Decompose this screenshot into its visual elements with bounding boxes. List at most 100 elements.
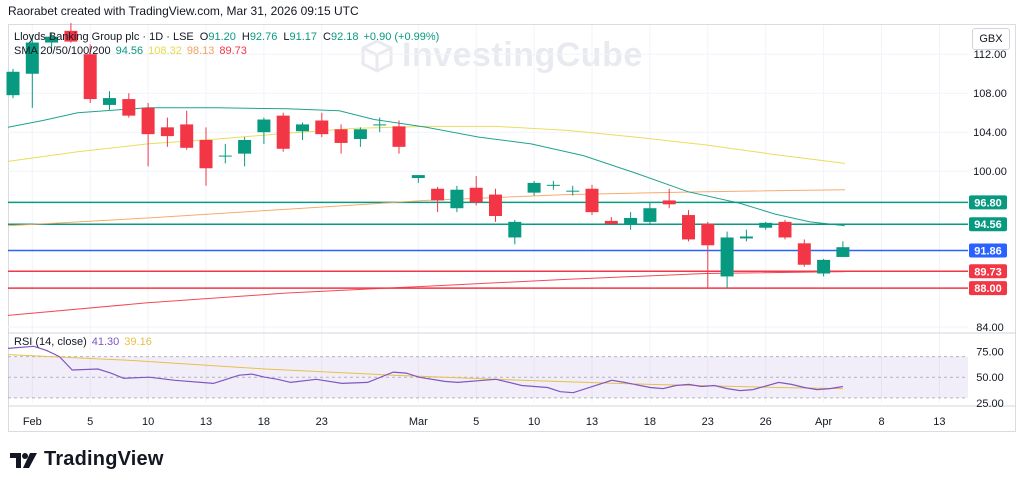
candle[interactable] <box>25 34 39 108</box>
candle-body <box>817 259 831 274</box>
candle[interactable] <box>276 112 290 152</box>
candle-body <box>624 217 638 225</box>
candle[interactable] <box>238 137 252 167</box>
candle[interactable] <box>373 117 387 133</box>
candle[interactable] <box>469 176 483 206</box>
candle[interactable] <box>662 188 676 209</box>
tradingview-logo[interactable]: TradingView <box>10 448 164 471</box>
candle[interactable] <box>45 32 59 53</box>
candle[interactable] <box>199 127 213 186</box>
ohlc-value: 91.17 <box>289 31 317 43</box>
candle-body <box>25 42 39 74</box>
candle-body <box>180 124 194 148</box>
candle[interactable] <box>624 212 638 230</box>
candle[interactable] <box>180 110 194 150</box>
candle[interactable] <box>546 180 560 190</box>
ohlc-key: C <box>323 31 331 43</box>
rsi-ma-line <box>7 354 843 390</box>
candle[interactable] <box>103 91 116 110</box>
candle[interactable] <box>392 120 406 154</box>
symbol-name: Lloyds Banking Group plc · 1D · LSE <box>14 31 194 43</box>
candle[interactable] <box>720 231 734 289</box>
rsi-value: 41.30 <box>92 336 120 348</box>
ohlc-value: 91.20 <box>208 31 236 43</box>
ohlc-value: 92.76 <box>250 31 278 43</box>
sma-value: 89.73 <box>219 45 247 57</box>
candle-body <box>392 126 406 147</box>
candle-body <box>489 194 502 217</box>
level-label-text: 89.73 <box>974 266 1002 278</box>
candle-body <box>720 237 734 277</box>
candle-body <box>199 140 213 169</box>
candle-body <box>450 189 464 209</box>
candle[interactable] <box>315 112 329 138</box>
candle[interactable] <box>643 202 657 224</box>
candle[interactable] <box>817 258 831 277</box>
level-label-text: 88.00 <box>974 283 1002 295</box>
candle[interactable] <box>64 23 78 43</box>
candle[interactable] <box>489 188 502 222</box>
candle[interactable] <box>566 185 580 196</box>
candle[interactable] <box>778 219 792 240</box>
rsi-label: RSI (14, close) <box>14 336 87 348</box>
level-label-text: 91.86 <box>974 246 1002 258</box>
candle[interactable] <box>527 180 541 196</box>
candle[interactable] <box>797 239 811 267</box>
sma20-line <box>7 107 845 227</box>
candle[interactable] <box>759 221 773 230</box>
candle[interactable] <box>122 93 136 118</box>
time-axis-label: 10 <box>142 416 154 428</box>
candle-body <box>836 247 850 257</box>
watermark-text: InvestingCube <box>402 36 643 74</box>
level-label-text: 94.56 <box>974 219 1002 231</box>
candle[interactable] <box>739 229 753 242</box>
level-label-bg <box>969 243 1007 258</box>
candle[interactable] <box>431 186 445 213</box>
candle[interactable] <box>257 117 271 144</box>
time-axis-label: 10 <box>528 416 540 428</box>
candle[interactable] <box>160 117 174 147</box>
candle[interactable] <box>508 219 522 245</box>
time-axis-label: 26 <box>760 416 772 428</box>
candle-body <box>296 124 309 132</box>
tradingview-logo-icon <box>10 452 37 468</box>
candle[interactable] <box>83 44 97 103</box>
candle-body <box>411 175 425 179</box>
candle[interactable] <box>6 68 20 99</box>
chart-caption: Raorabet created with TradingView.com, M… <box>8 4 359 18</box>
rsi-line <box>7 345 843 394</box>
candle[interactable] <box>353 127 367 147</box>
candle[interactable] <box>218 143 232 164</box>
time-axis-label: 13 <box>200 416 212 428</box>
candle[interactable] <box>296 122 309 141</box>
candle-body <box>276 115 290 149</box>
price-axis-label: 100.00 <box>973 166 1007 178</box>
candle-body <box>353 129 367 140</box>
price-chart[interactable]: 112.00 108.00 104.00 100.00 84.00 96.80 94.56… <box>0 0 1024 432</box>
sma-value: 94.56 <box>116 45 144 57</box>
candle-body <box>701 223 715 246</box>
candle[interactable] <box>604 216 618 225</box>
candle[interactable] <box>585 184 599 216</box>
candle-body <box>566 190 580 192</box>
candle[interactable] <box>450 185 464 213</box>
candle-body <box>45 36 59 43</box>
level-label-bg <box>969 281 1007 296</box>
time-axis-label: 18 <box>258 416 270 428</box>
candle-body <box>257 119 271 133</box>
candle[interactable] <box>141 102 155 167</box>
candle-body <box>797 243 811 265</box>
candle-body <box>682 215 695 240</box>
time-axis-label: 5 <box>473 416 479 428</box>
level-label-bg <box>969 217 1007 232</box>
candle[interactable] <box>411 175 425 183</box>
ohlc-key: L <box>283 31 289 43</box>
price-axis-label: 84.00 <box>976 322 1004 334</box>
sma100-line <box>7 189 845 227</box>
candle[interactable] <box>701 221 715 289</box>
candle[interactable] <box>682 210 695 242</box>
candle[interactable] <box>334 124 348 154</box>
currency-button[interactable]: GBX <box>972 28 1010 50</box>
sma50-line <box>7 125 845 164</box>
candle[interactable] <box>836 241 850 257</box>
